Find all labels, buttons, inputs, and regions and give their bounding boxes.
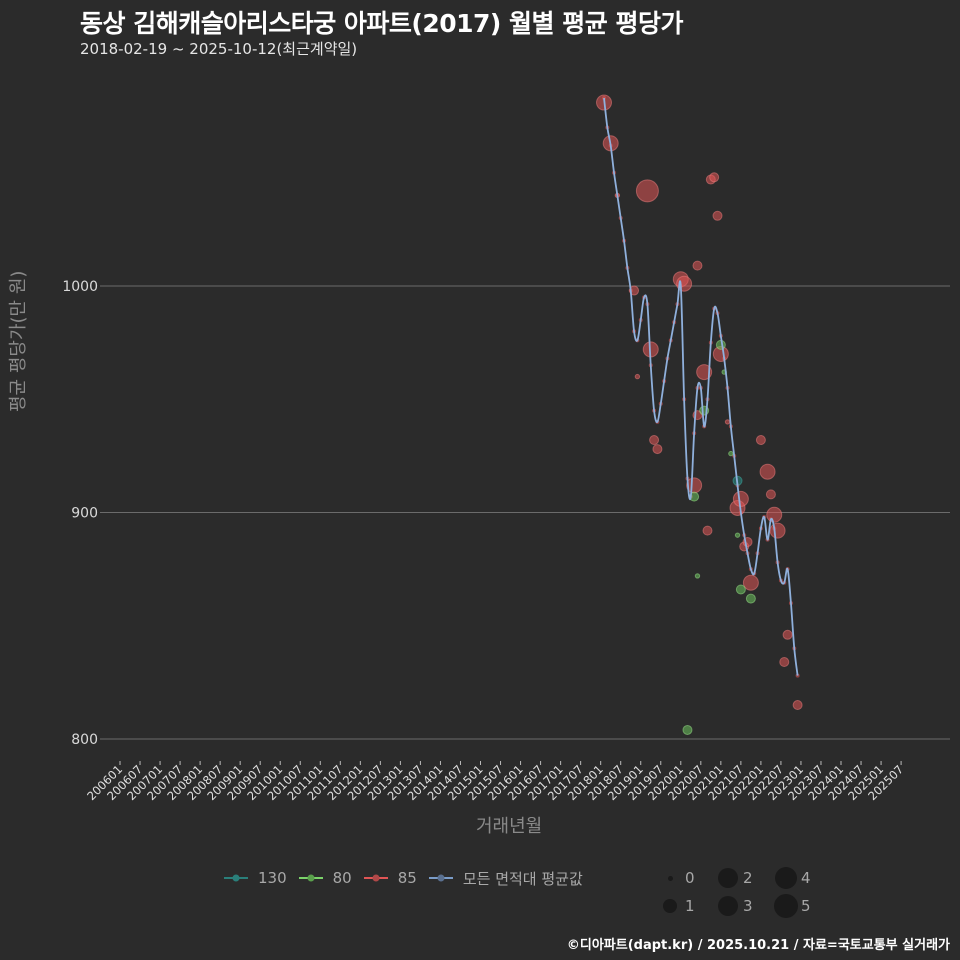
data-point-85[interactable]: [652, 444, 663, 455]
data-point-80[interactable]: [734, 532, 741, 538]
data-point-85[interactable]: [635, 179, 659, 203]
size-label-2: 2: [743, 869, 753, 887]
data-point-85[interactable]: [782, 629, 793, 640]
data-point-85[interactable]: [702, 525, 713, 536]
y-tick-label: 800: [71, 732, 98, 748]
legend-item-80[interactable]: 80: [298, 866, 352, 890]
data-point-85[interactable]: [634, 373, 641, 380]
data-point-85[interactable]: [759, 463, 776, 480]
legend-key-130-icon: [224, 874, 248, 882]
data-point-80[interactable]: [728, 450, 734, 457]
data-point-85[interactable]: [779, 656, 790, 667]
data-point-85[interactable]: [755, 435, 766, 446]
size-key-2-icon: [713, 868, 743, 888]
legend-label-130: 130: [258, 869, 287, 887]
y-axis-label: 평균 평당가(만 원): [8, 270, 29, 412]
average-line: [603, 97, 799, 676]
size-key-1-icon: [655, 899, 685, 913]
data-point-85[interactable]: [769, 522, 786, 539]
data-point-80[interactable]: [694, 573, 701, 579]
color-legend: 130 80 85 모든 면적대 평균값: [224, 866, 595, 890]
data-point-80[interactable]: [735, 584, 746, 595]
size-label-1: 1: [685, 897, 695, 915]
size-key-0-icon: [655, 875, 685, 881]
size-label-3: 3: [743, 897, 753, 915]
gridlines: [100, 285, 950, 740]
data-point-80[interactable]: [682, 724, 693, 735]
data-point-85[interactable]: [696, 364, 713, 381]
data-point-85[interactable]: [792, 700, 803, 711]
bubbles-85: [596, 94, 803, 711]
data-point-85[interactable]: [766, 506, 783, 523]
x-axis-ticks: 2006012006072007012007072008012008072009…: [84, 761, 906, 803]
size-legend: 0 2 4 1 3 5: [655, 864, 829, 920]
legend-label-85: 85: [397, 869, 417, 887]
data-point-85[interactable]: [742, 574, 759, 591]
legend-key-80-icon: [298, 874, 323, 882]
data-point-85[interactable]: [724, 419, 731, 425]
data-point-85[interactable]: [732, 490, 749, 507]
data-point-85[interactable]: [765, 489, 776, 500]
x-axis-label: 거래년월: [476, 816, 543, 837]
y-tick-label: 1000: [62, 279, 98, 295]
data-point-85[interactable]: [709, 172, 720, 183]
data-point-85[interactable]: [712, 210, 723, 221]
data-point-80[interactable]: [745, 593, 756, 604]
chart-subtitle: 2018-02-19 ~ 2025-10-12(최근계약일): [80, 40, 358, 58]
size-label-5: 5: [801, 897, 811, 915]
legend-label-80: 80: [332, 869, 352, 887]
size-key-5-icon: [771, 894, 801, 918]
data-point-85[interactable]: [649, 435, 660, 446]
y-tick-label: 900: [71, 506, 98, 522]
legend-key-average-icon: [428, 874, 453, 882]
legend-label-average: 모든 면적대 평균값: [462, 869, 583, 888]
data-point-85[interactable]: [692, 260, 703, 271]
size-label-0: 0: [685, 869, 695, 887]
legend-item-average[interactable]: 모든 면적대 평균값: [428, 866, 583, 890]
legend-item-85[interactable]: 85: [363, 866, 417, 890]
size-key-3-icon: [713, 896, 743, 916]
size-label-4: 4: [801, 869, 811, 887]
chart-title: 동상 김해캐슬아리스타궁 아파트(2017) 월별 평균 평당가: [80, 9, 683, 38]
y-tick-labels: 800 900 1000: [62, 279, 98, 748]
size-key-4-icon: [771, 867, 801, 889]
source-credit: ©디아파트(dapt.kr) / 2025.10.21 / 자료=국토교통부 실…: [566, 938, 950, 953]
legend-key-85-icon: [363, 874, 388, 882]
legend-item-130[interactable]: 130: [224, 866, 287, 890]
